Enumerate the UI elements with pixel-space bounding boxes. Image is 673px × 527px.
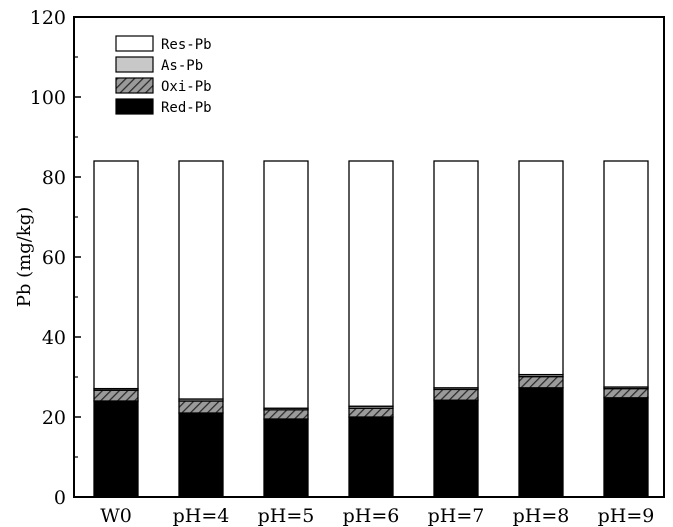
bar-segment-red-pb-0	[94, 401, 138, 497]
legend-swatch-res-pb	[116, 36, 153, 51]
bar-segment-res-pb-2	[264, 161, 308, 408]
bar-segment-res-pb-6	[604, 161, 648, 387]
bar-segment-res-pb-0	[94, 161, 138, 389]
x-tick-label: pH=9	[598, 505, 655, 527]
bar-segment-red-pb-1	[179, 413, 223, 497]
y-tick-label: 120	[30, 7, 66, 29]
bar-segment-oxi-pb-6	[604, 389, 648, 398]
bar-segment-red-pb-5	[519, 388, 563, 497]
legend-label-as-pb: As-Pb	[161, 58, 203, 74]
x-tick-label: pH=8	[513, 505, 570, 527]
y-tick-label: 80	[42, 167, 66, 189]
bar-segment-res-pb-1	[179, 161, 223, 399]
y-tick-label: 60	[42, 247, 66, 269]
legend-label-oxi-pb: Oxi-Pb	[161, 79, 212, 95]
y-tick-label: 40	[42, 327, 66, 349]
bars-layer	[94, 161, 648, 497]
legend-swatch-as-pb	[116, 57, 153, 72]
bar-segment-res-pb-5	[519, 161, 563, 375]
x-tick-label: pH=6	[343, 505, 400, 527]
bar-segment-red-pb-4	[434, 400, 478, 497]
y-tick-label: 20	[42, 407, 66, 429]
bar-segment-oxi-pb-5	[519, 377, 563, 388]
bar-segment-oxi-pb-3	[349, 408, 393, 417]
bar-segment-red-pb-3	[349, 417, 393, 497]
legend-swatch-oxi-pb	[116, 78, 153, 93]
bar-segment-oxi-pb-4	[434, 389, 478, 400]
x-tick-label: pH=5	[258, 505, 315, 527]
bar-segment-oxi-pb-2	[264, 410, 308, 419]
x-tick-label: W0	[100, 505, 132, 527]
y-tick-label: 100	[30, 87, 66, 109]
legend-label-red-pb: Red-Pb	[161, 100, 212, 116]
y-tick-label: 0	[54, 487, 66, 509]
x-tick-label: pH=7	[428, 505, 485, 527]
bar-segment-red-pb-2	[264, 419, 308, 497]
x-tick-label: pH=4	[173, 505, 230, 527]
legend-swatch-red-pb	[116, 99, 153, 114]
bar-segment-oxi-pb-0	[94, 390, 138, 401]
bar-segment-res-pb-3	[349, 161, 393, 406]
legend: Res-Pb As-Pb Oxi-Pb Red-Pb	[116, 36, 212, 116]
bar-segment-red-pb-6	[604, 398, 648, 497]
bar-segment-oxi-pb-1	[179, 401, 223, 413]
legend-label-res-pb: Res-Pb	[161, 37, 212, 53]
y-axis-label: Pb (mg/kg)	[14, 207, 35, 308]
bar-segment-res-pb-4	[434, 161, 478, 388]
